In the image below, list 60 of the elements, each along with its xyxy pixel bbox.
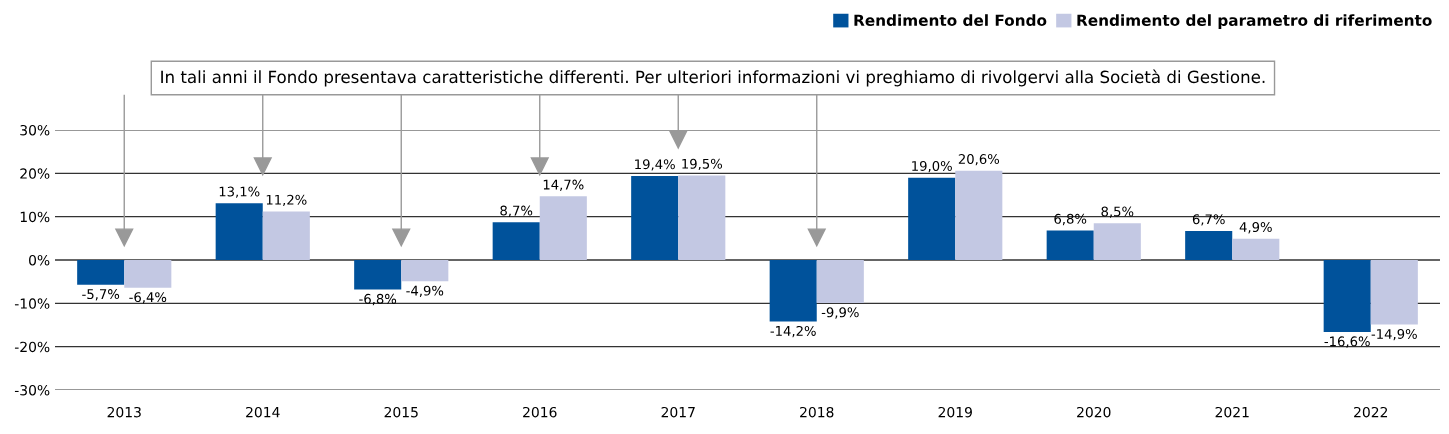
- data-label: 8,7%: [500, 205, 533, 217]
- bar: [492, 222, 540, 260]
- data-label: -6,4%: [129, 292, 167, 304]
- y-tick-label: -20%: [14, 341, 50, 353]
- data-label: 13,1%: [219, 186, 260, 198]
- y-tick-label: -30%: [14, 384, 50, 396]
- data-label: -14,9%: [1371, 328, 1417, 341]
- data-label: -9,9%: [821, 307, 859, 319]
- bar: [1093, 223, 1141, 260]
- bar: [769, 260, 817, 322]
- x-tick-label: 2017: [661, 406, 695, 418]
- y-tick-label: 20%: [20, 168, 50, 179]
- y-tick-label: 30%: [20, 124, 50, 136]
- data-label: 6,7%: [1192, 214, 1225, 226]
- legend-label: Rendimento del Fondo: [854, 14, 1047, 27]
- bar: [1370, 260, 1418, 325]
- data-label: 14,7%: [543, 179, 584, 191]
- data-label: 19,5%: [682, 158, 723, 171]
- data-label: -14,2%: [770, 325, 816, 338]
- bar: [124, 260, 172, 288]
- data-label: -4,9%: [406, 285, 444, 297]
- bar: [77, 260, 125, 285]
- bar: [908, 177, 956, 260]
- x-tick-label: 2021: [1215, 406, 1249, 418]
- data-label: 8,5%: [1101, 206, 1134, 218]
- x-tick-label: 2016: [523, 406, 557, 418]
- y-tick-label: 0%: [29, 254, 50, 266]
- data-label: 19,4%: [635, 159, 675, 171]
- bar: [1232, 238, 1280, 260]
- x-tick-label: 2018: [800, 406, 834, 418]
- bar: [1185, 230, 1233, 260]
- bar: [215, 203, 263, 260]
- data-label: -6,8%: [359, 293, 397, 306]
- y-tick-label: 10%: [20, 211, 50, 223]
- bar: [1323, 260, 1371, 332]
- x-tick-label: 2014: [246, 406, 280, 418]
- data-label: -16,6%: [1324, 336, 1370, 348]
- x-tick-label: 2022: [1354, 406, 1388, 418]
- bar: [678, 175, 726, 260]
- bar: [354, 260, 402, 290]
- bar: [631, 175, 679, 260]
- bar: [539, 196, 587, 260]
- data-label: 6,8%: [1054, 213, 1087, 226]
- data-label: -5,7%: [82, 289, 120, 301]
- bar: [262, 211, 310, 260]
- x-tick-label: 2013: [107, 406, 141, 418]
- legend-label: Rendimento del parametro di riferimento: [1077, 14, 1432, 29]
- data-label: 19,0%: [912, 160, 952, 173]
- text: In tali anni il Fondo presentava caratteristiche differenti. Per ulteriori informazioni vi preghiamo di rivolgervi alla Società di Gestione.: [161, 69, 1265, 87]
- data-label: 20,6%: [958, 154, 1000, 166]
- x-tick-label: 2019: [938, 406, 972, 418]
- x-tick-label: 2020: [1077, 406, 1111, 418]
- bar: [401, 260, 449, 282]
- bar: [816, 260, 864, 303]
- bar: [955, 170, 1003, 260]
- x-tick-label: 2015: [384, 406, 418, 418]
- data-label: 4,9%: [1239, 222, 1272, 234]
- y-tick-label: -10%: [14, 298, 50, 309]
- data-label: 11,2%: [266, 194, 307, 207]
- bar: [1046, 230, 1094, 260]
